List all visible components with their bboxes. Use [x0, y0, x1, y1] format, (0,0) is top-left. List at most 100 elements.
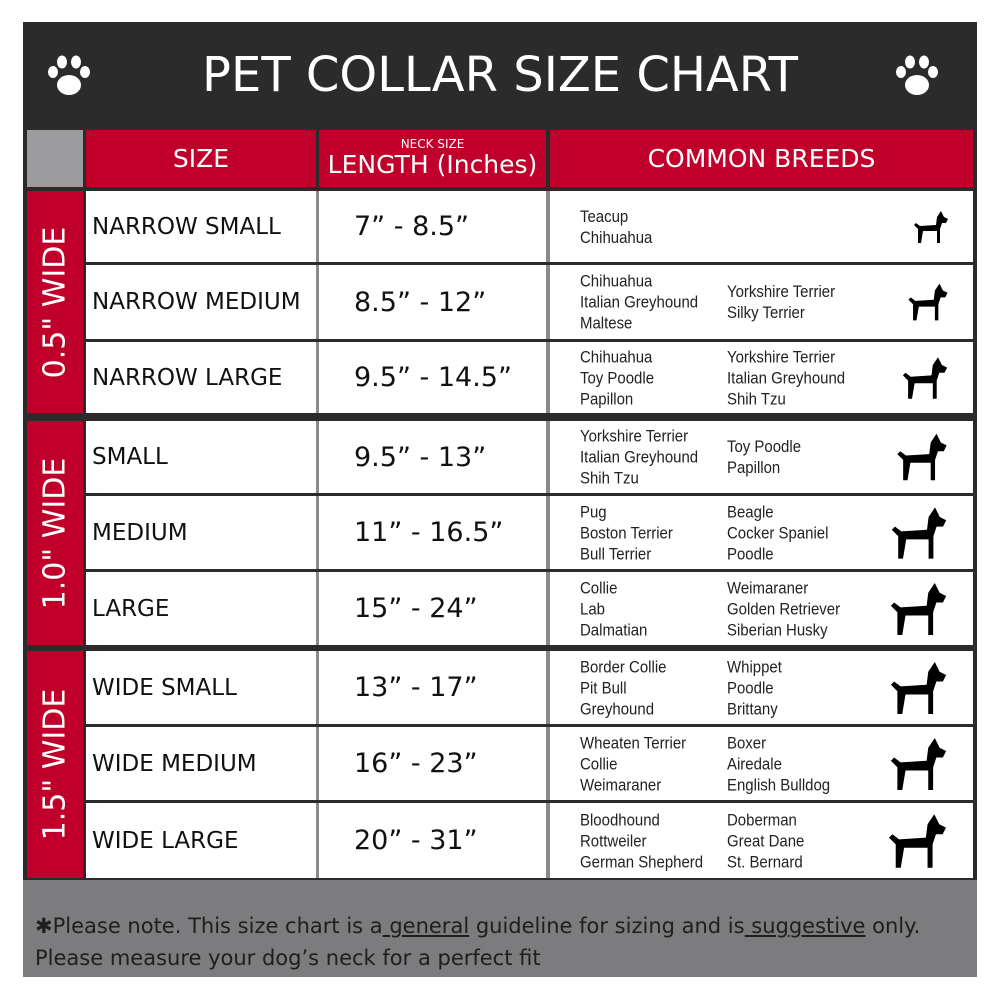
- paw-icon: [896, 55, 938, 95]
- length-cell: 9.5” - 14.5”: [319, 342, 546, 413]
- group-label-0-5-wide: 0.5" WIDE: [27, 191, 83, 413]
- neck-length: 13” - 17”: [354, 672, 478, 703]
- note-suggestive: suggestive: [744, 914, 866, 938]
- size-name: WIDE LARGE: [92, 827, 239, 854]
- size-name: MEDIUM: [92, 519, 188, 546]
- neck-length: 15” - 24”: [354, 593, 478, 624]
- size-row: WIDE LARGE 20” - 31” Bloodhound Rottweil…: [86, 803, 973, 878]
- chihuahua-silhouette-icon: [908, 283, 948, 321]
- breeds-cell: Wheaten Terrier Collie Weimaraner Boxer …: [550, 727, 973, 800]
- neck-length: 20” - 31”: [354, 825, 478, 856]
- size-name: WIDE MEDIUM: [92, 750, 257, 777]
- breeds-cell: Collie Lab Dalmatian Weimaraner Golden R…: [550, 572, 973, 645]
- breeds-column-1: Pug Boston Terrier Bull Terrier: [580, 502, 673, 563]
- size-cell: LARGE: [86, 572, 316, 645]
- note-line-2: Please measure your dog’s neck for a per…: [35, 946, 541, 970]
- pomeranian-silhouette-icon: [902, 356, 948, 399]
- breeds-cell: Teacup Chihuahua: [550, 191, 973, 262]
- breeds-column-2: Toy Poodle Papillon: [727, 437, 802, 477]
- neck-length: 9.5” - 13”: [354, 441, 487, 473]
- breeds-column-2: Yorkshire Terrier Italian Greyhound Shih…: [727, 347, 846, 408]
- header-size-label: SIZE: [172, 144, 230, 173]
- breeds-column-2: Yorkshire Terrier Silky Terrier: [727, 282, 836, 322]
- neck-length: 8.5” - 12”: [354, 286, 487, 318]
- size-row: NARROW SMALL 7” - 8.5” Teacup Chihuahua: [86, 191, 973, 262]
- breeds-cell: Chihuahua Toy Poodle Papillon Yorkshire …: [550, 342, 973, 413]
- length-cell: 16” - 23”: [319, 727, 546, 800]
- length-cell: 11” - 16.5”: [319, 496, 546, 569]
- group-label-text: 1.0" WIDE: [37, 457, 73, 609]
- header-length: NECK SIZE LENGTH (Inches): [319, 130, 546, 187]
- shepherd-silhouette-icon: [890, 582, 947, 635]
- note-text: guideline for sizing and is: [469, 914, 745, 938]
- breeds-cell: Border Collie Pit Bull Greyhound Whippet…: [550, 651, 973, 724]
- size-name: NARROW MEDIUM: [92, 289, 301, 315]
- paw-icon: [48, 55, 90, 95]
- group-label-text: 1.5" WIDE: [37, 688, 73, 841]
- size-name: NARROW SMALL: [92, 213, 281, 240]
- size-cell: NARROW MEDIUM: [86, 265, 316, 339]
- breeds-column-2: Doberman Great Dane St. Bernard: [727, 810, 805, 871]
- length-cell: 20” - 31”: [319, 803, 546, 878]
- length-cell: 9.5” - 13”: [319, 421, 546, 493]
- size-cell: WIDE MEDIUM: [86, 727, 316, 800]
- neck-length: 7” - 8.5”: [354, 211, 470, 242]
- size-name: NARROW LARGE: [92, 364, 283, 391]
- size-cell: WIDE LARGE: [86, 803, 316, 878]
- note-text: ✱Please note. This size chart is a: [35, 914, 383, 938]
- size-row: MEDIUM 11” - 16.5” Pug Boston Terrier Bu…: [86, 496, 973, 569]
- breeds-column-1: Teacup Chihuahua: [580, 206, 653, 247]
- size-row: SMALL 9.5” - 13” Yorkshire Terrier Itali…: [86, 421, 973, 493]
- breeds-cell: Yorkshire Terrier Italian Greyhound Shih…: [550, 421, 973, 493]
- breeds-column-1: Bloodhound Rottweiler German Shepherd: [580, 810, 704, 871]
- neck-length: 16” - 23”: [354, 748, 478, 779]
- header-breeds-label: COMMON BREEDS: [647, 144, 876, 173]
- size-cell: SMALL: [86, 421, 316, 493]
- header-neck-size-label: NECK SIZE: [400, 137, 465, 151]
- pomeranian-silhouette-icon: [897, 433, 947, 481]
- breeds-column-2: Boxer Airedale English Bulldog: [727, 733, 831, 794]
- size-cell: NARROW LARGE: [86, 342, 316, 413]
- size-name: SMALL: [92, 444, 168, 470]
- breeds-cell: Chihuahua Italian Greyhound Maltese York…: [550, 265, 973, 339]
- group-label-1-5-wide: 1.5" WIDE: [27, 651, 83, 878]
- header-length-label: LENGTH (Inches): [327, 150, 538, 179]
- breeds-column-1: Chihuahua Toy Poodle Papillon: [580, 347, 655, 408]
- length-cell: 15” - 24”: [319, 572, 546, 645]
- length-cell: 13” - 17”: [319, 651, 546, 724]
- breeds-column-2: Whippet Poodle Brittany: [727, 657, 782, 718]
- breeds-column-1: Border Collie Pit Bull Greyhound: [580, 657, 667, 718]
- neck-length: 11” - 16.5”: [354, 517, 504, 548]
- header-corner: [27, 130, 83, 187]
- title-bar: PET COLLAR SIZE CHART: [23, 22, 977, 127]
- note-general: general: [382, 914, 470, 938]
- header-breeds: COMMON BREEDS: [550, 130, 973, 187]
- size-cell: MEDIUM: [86, 496, 316, 569]
- group-label-1-0-wide: 1.0" WIDE: [27, 421, 83, 645]
- breeds-column-1: Yorkshire Terrier Italian Greyhound Shih…: [580, 426, 699, 488]
- breeds-column-2: Beagle Cocker Spaniel Poodle: [727, 502, 829, 563]
- breeds-cell: Bloodhound Rottweiler German Shepherd Do…: [550, 803, 973, 878]
- breeds-cell: Pug Boston Terrier Bull Terrier Beagle C…: [550, 496, 973, 569]
- bulldog-silhouette-icon: [890, 661, 947, 714]
- size-row: NARROW LARGE 9.5” - 14.5” Chihuahua Toy …: [86, 342, 973, 413]
- size-row: WIDE SMALL 13” - 17” Border Collie Pit B…: [86, 651, 973, 724]
- header-size: SIZE: [86, 130, 316, 187]
- breeds-column-1: Wheaten Terrier Collie Weimaraner: [580, 733, 687, 794]
- yorkie-silhouette-icon: [914, 210, 948, 243]
- size-row: NARROW MEDIUM 8.5” - 12” Chihuahua Itali…: [86, 265, 973, 339]
- breeds-column-1: Chihuahua Italian Greyhound Maltese: [580, 271, 699, 333]
- size-chart: PET COLLAR SIZE CHART SIZE NECK SIZE LENG…: [23, 22, 977, 977]
- size-name: WIDE SMALL: [92, 674, 237, 701]
- breeds-column-2: Weimaraner Golden Retriever Siberian Hus…: [727, 578, 841, 639]
- length-cell: 8.5” - 12”: [319, 265, 546, 339]
- note-text: only.: [865, 914, 921, 938]
- size-row: LARGE 15” - 24” Collie Lab Dalmatian Wei…: [86, 572, 973, 645]
- length-cell: 7” - 8.5”: [319, 191, 546, 262]
- chart-title: PET COLLAR SIZE CHART: [202, 46, 798, 103]
- size-row: WIDE MEDIUM 16” - 23” Wheaten Terrier Co…: [86, 727, 973, 800]
- size-name: LARGE: [92, 595, 170, 622]
- doberman-silhouette-icon: [889, 813, 946, 868]
- footer-note: ✱Please note. This size chart is a gener…: [23, 880, 977, 977]
- dachshund-silhouette-icon: [891, 506, 947, 559]
